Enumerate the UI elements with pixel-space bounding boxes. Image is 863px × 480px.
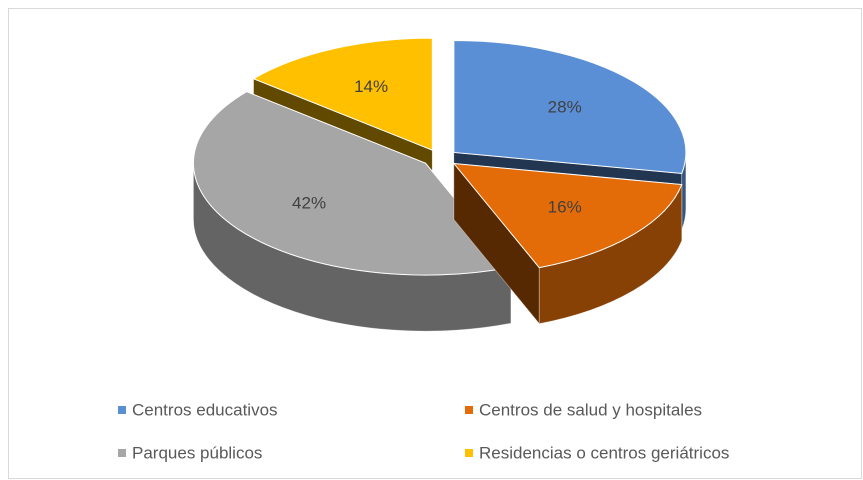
data-label: 28%	[548, 98, 582, 117]
legend-marker	[465, 449, 473, 457]
data-label: 42%	[292, 193, 326, 212]
slice-top	[453, 39, 687, 174]
legend-label: Centros educativos	[132, 400, 278, 419]
slice	[452, 162, 683, 325]
slice	[192, 91, 512, 332]
slice-top	[252, 37, 433, 151]
legend-marker	[118, 406, 126, 414]
slice-top	[452, 162, 683, 269]
legend-label: Residencias o centros geriátricos	[479, 443, 729, 462]
legend-marker	[118, 449, 126, 457]
legend-label: Centros de salud y hospitales	[479, 400, 702, 419]
data-label: 16%	[548, 197, 582, 216]
legend-marker	[465, 406, 473, 414]
slice-top	[192, 91, 512, 276]
legend-label: Parques públicos	[132, 443, 262, 462]
data-label: 14%	[354, 77, 388, 96]
